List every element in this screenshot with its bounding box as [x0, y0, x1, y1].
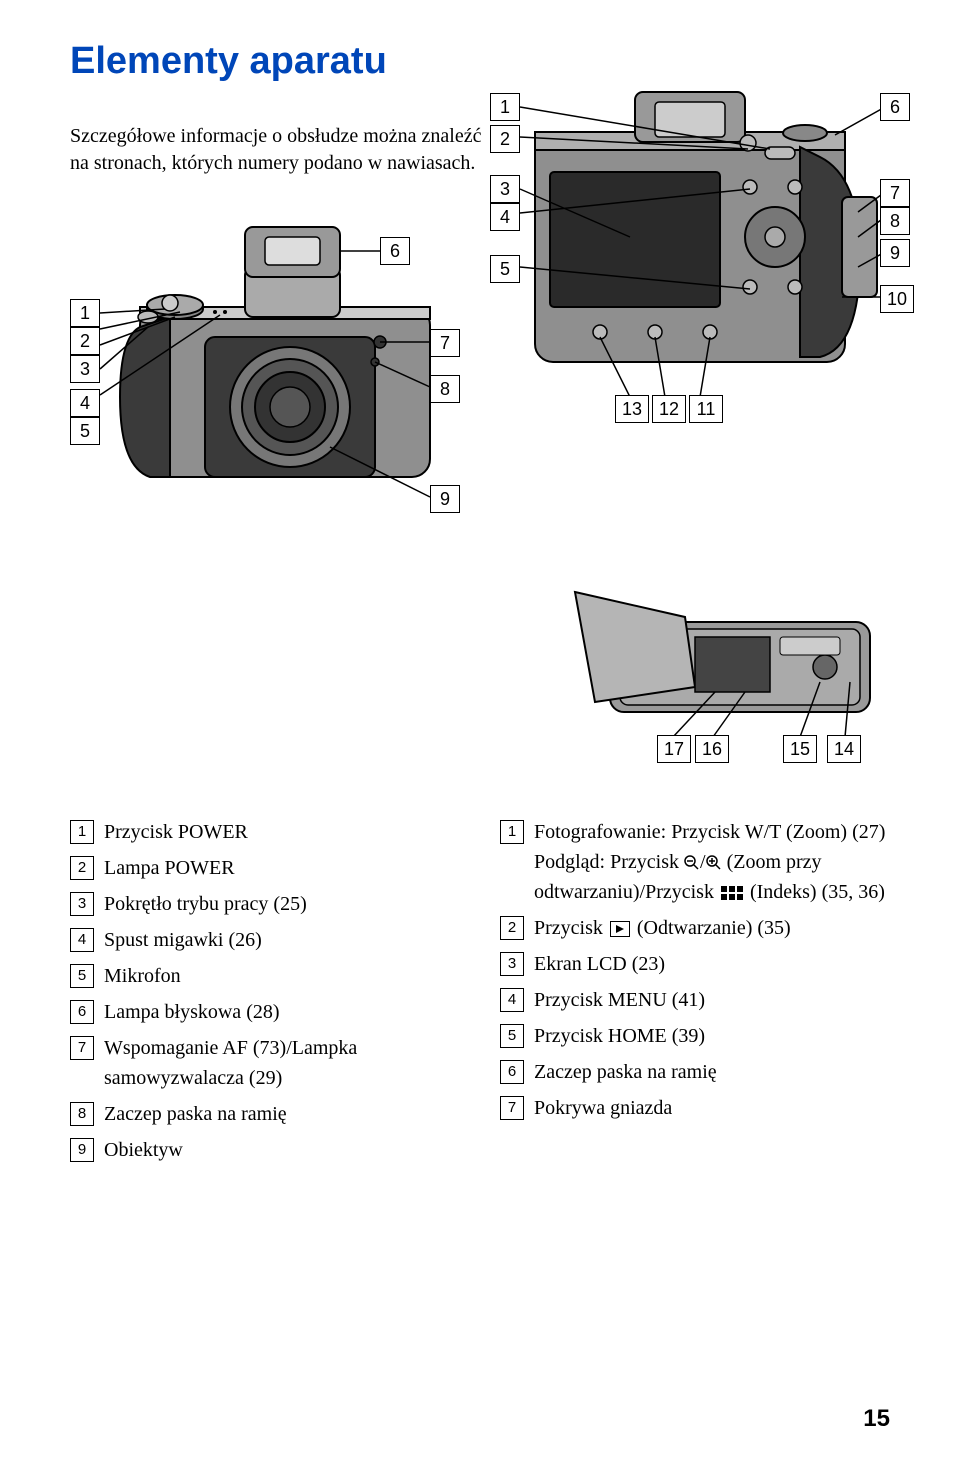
zoom-out-icon — [684, 855, 700, 871]
item-number: 1 — [70, 820, 94, 844]
callout-back: 2 — [490, 125, 520, 153]
item-text: Przycisk POWER — [104, 817, 248, 847]
camera-back-diagram: 1 2 3 4 5 6 7 8 9 10 13 12 11 — [490, 37, 910, 442]
right-column: 1 Fotografowanie: Przycisk W/T (Zoom) (2… — [500, 817, 890, 1171]
item-text: Lampa POWER — [104, 853, 235, 883]
list-item: 6 Zaczep paska na ramię — [500, 1057, 890, 1087]
item-text: Fotografowanie: Przycisk W/T (Zoom) (27)… — [534, 817, 890, 907]
callout-front: 1 — [70, 299, 100, 327]
page-number: 15 — [863, 1405, 890, 1433]
camera-bottom-diagram: 17 16 15 14 — [565, 587, 905, 772]
callout-front: 6 — [380, 237, 410, 265]
item-number: 1 — [500, 820, 524, 844]
item-text: Przycisk (Odtwarzanie) (35) — [534, 913, 791, 943]
list-item: 4 Spust migawki (26) — [70, 925, 460, 955]
list-item: 5 Przycisk HOME (39) — [500, 1021, 890, 1051]
callout-back: 7 — [880, 179, 910, 207]
item-text: Zaczep paska na ramię — [534, 1057, 717, 1087]
index-icon — [721, 886, 743, 900]
callout-back: 13 — [615, 395, 649, 423]
callout-front: 7 — [430, 329, 460, 357]
item-number: 2 — [70, 856, 94, 880]
item-text: Przycisk HOME (39) — [534, 1021, 705, 1051]
callout-front: 3 — [70, 355, 100, 383]
item-number: 3 — [70, 892, 94, 916]
item-text: Przycisk MENU (41) — [534, 985, 705, 1015]
callout-back: 10 — [880, 285, 914, 313]
diagrams-top-row: 6 1 2 3 4 5 7 8 9 — [70, 197, 890, 577]
camera-front-diagram: 6 1 2 3 4 5 7 8 9 — [70, 137, 470, 542]
list-item: 2 Lampa POWER — [70, 853, 460, 883]
item-number: 6 — [500, 1060, 524, 1084]
callout-back: 6 — [880, 93, 910, 121]
left-column: 1 Przycisk POWER 2 Lampa POWER 3 Pokrętło t… — [70, 817, 460, 1171]
diagrams-bottom-row: 17 16 15 14 — [70, 587, 890, 787]
callout-back: 4 — [490, 203, 520, 231]
callout-back: 11 — [689, 395, 723, 423]
item-text: Pokrywa gniazda — [534, 1093, 672, 1123]
callout-front: 9 — [430, 485, 460, 513]
callout-back: 3 — [490, 175, 520, 203]
item-number: 3 — [500, 952, 524, 976]
list-item: 9 Obiektyw — [70, 1135, 460, 1165]
list-item: 3 Ekran LCD (23) — [500, 949, 890, 979]
text-part: Przycisk — [534, 917, 608, 939]
callout-back: 5 — [490, 255, 520, 283]
callout-front: 4 — [70, 389, 100, 417]
callout-back: 8 — [880, 207, 910, 235]
item-text: Wspomaganie AF (73)/Lampka samowyzwalacz… — [104, 1033, 460, 1093]
item-number: 5 — [70, 964, 94, 988]
item-text: Pokrętło trybu pracy (25) — [104, 889, 307, 919]
item-number: 7 — [70, 1036, 94, 1060]
callout-bottom: 14 — [827, 735, 861, 763]
item-text: Ekran LCD (23) — [534, 949, 665, 979]
play-icon — [610, 921, 630, 937]
callout-front: 5 — [70, 417, 100, 445]
item-text: Mikrofon — [104, 961, 181, 991]
item-number: 6 — [70, 1000, 94, 1024]
callout-bottom: 15 — [783, 735, 817, 763]
item-number: 5 — [500, 1024, 524, 1048]
callout-front: 8 — [430, 375, 460, 403]
item-number: 7 — [500, 1096, 524, 1120]
list-item: 6 Lampa błyskowa (28) — [70, 997, 460, 1027]
callout-bottom: 16 — [695, 735, 729, 763]
text-part: (Odtwarzanie) (35) — [637, 917, 791, 939]
list-item: 8 Zaczep paska na ramię — [70, 1099, 460, 1129]
text-part: Fotografowanie: Przycisk W/T (Zoom) (27) — [534, 821, 885, 843]
callout-back: 12 — [652, 395, 686, 423]
list-item: 7 Pokrywa gniazda — [500, 1093, 890, 1123]
item-number: 2 — [500, 916, 524, 940]
item-text: Lampa błyskowa (28) — [104, 997, 280, 1027]
list-item: 1 Przycisk POWER — [70, 817, 460, 847]
callout-back: 9 — [880, 239, 910, 267]
list-item: 4 Przycisk MENU (41) — [500, 985, 890, 1015]
list-item: 2 Przycisk (Odtwarzanie) (35) — [500, 913, 890, 943]
item-text: Zaczep paska na ramię — [104, 1099, 287, 1129]
text-part: Podgląd: Przycisk — [534, 851, 684, 873]
description-columns: 1 Przycisk POWER 2 Lampa POWER 3 Pokrętło t… — [70, 817, 890, 1171]
callout-back: 1 — [490, 93, 520, 121]
list-item: 1 Fotografowanie: Przycisk W/T (Zoom) (2… — [500, 817, 890, 907]
callout-front: 2 — [70, 327, 100, 355]
item-number: 9 — [70, 1138, 94, 1162]
callout-bottom: 17 — [657, 735, 691, 763]
item-text: Obiektyw — [104, 1135, 183, 1165]
list-item: 7 Wspomaganie AF (73)/Lampka samowyzwalac… — [70, 1033, 460, 1093]
list-item: 3 Pokrętło trybu pracy (25) — [70, 889, 460, 919]
item-number: 4 — [500, 988, 524, 1012]
text-part: (Indeks) (35, 36) — [750, 881, 885, 903]
list-item: 5 Mikrofon — [70, 961, 460, 991]
item-number: 4 — [70, 928, 94, 952]
zoom-in-icon — [706, 855, 722, 871]
item-text: Spust migawki (26) — [104, 925, 262, 955]
item-number: 8 — [70, 1102, 94, 1126]
